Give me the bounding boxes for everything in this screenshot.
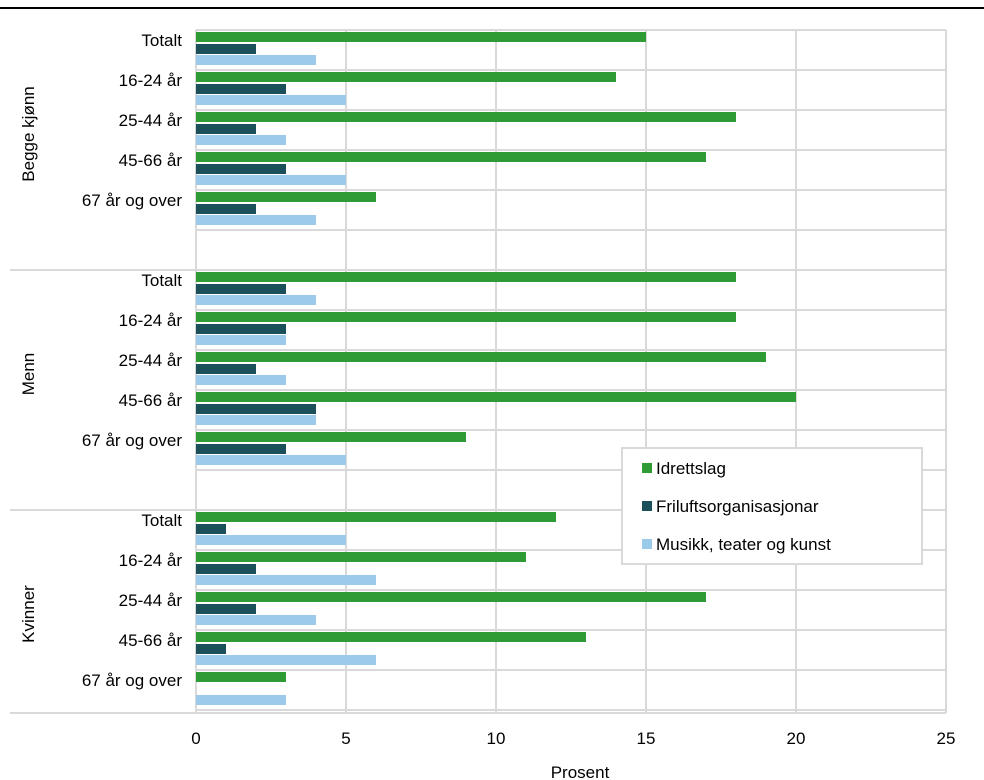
bar-musikk-teater-og-kunst (196, 135, 286, 145)
category-labels: Totalt 16-24 år 25-44 år 45-66 år 67 år og o… (82, 31, 183, 690)
group-label: Begge kjønn (19, 86, 38, 181)
category-label: 16-24 år (119, 71, 183, 90)
bar-musikk-teater-og-kunst (196, 415, 316, 425)
bar-idrettslag (196, 312, 736, 322)
legend-label: Friluftsorganisasjonar (656, 497, 819, 516)
x-tick-label: 0 (191, 729, 200, 748)
legend-swatch (642, 501, 652, 511)
legend: Idrettslag Friluftsorganisasjonar Musikk, … (621, 447, 923, 565)
category-label: 45-66 år (119, 391, 183, 410)
x-tick-label: 5 (341, 729, 350, 748)
bar-idrettslag (196, 72, 616, 82)
category-label: 45-66 år (119, 631, 183, 650)
bar-friluftsorganisasjonar (196, 404, 316, 414)
bar-friluftsorganisasjonar (196, 164, 286, 174)
bar-musikk-teater-og-kunst (196, 95, 346, 105)
bar-friluftsorganisasjonar (196, 204, 256, 214)
legend-label: Musikk, teater og kunst (656, 535, 831, 554)
bar-musikk-teater-og-kunst (196, 455, 346, 465)
category-label: 25-44 år (119, 351, 183, 370)
bar-idrettslag (196, 272, 736, 282)
bar-idrettslag (196, 552, 526, 562)
category-label: 45-66 år (119, 151, 183, 170)
bar-friluftsorganisasjonar (196, 564, 256, 574)
legend-label: Idrettslag (656, 459, 726, 478)
x-axis-label: Prosent (551, 763, 610, 780)
bar-musikk-teater-og-kunst (196, 55, 316, 65)
x-tick-labels: 0 5 10 15 20 25 (191, 729, 955, 748)
bar-friluftsorganisasjonar (196, 604, 256, 614)
bar-idrettslag (196, 352, 766, 362)
x-tick-label: 20 (787, 729, 806, 748)
bar-friluftsorganisasjonar (196, 284, 286, 294)
category-label: 25-44 år (119, 111, 183, 130)
category-label: Totalt (141, 31, 182, 50)
bar-friluftsorganisasjonar (196, 124, 256, 134)
category-label: 67 år og over (82, 431, 183, 450)
x-tick-label: 25 (937, 729, 956, 748)
bar-friluftsorganisasjonar (196, 644, 226, 654)
bar-musikk-teater-og-kunst (196, 535, 346, 545)
category-label: 67 år og over (82, 191, 183, 210)
bar-musikk-teater-og-kunst (196, 335, 286, 345)
bar-musikk-teater-og-kunst (196, 575, 376, 585)
bar-idrettslag (196, 392, 796, 402)
category-label: 25-44 år (119, 591, 183, 610)
x-tick-label: 10 (487, 729, 506, 748)
bar-friluftsorganisasjonar (196, 324, 286, 334)
legend-box (621, 447, 923, 565)
bar-idrettslag (196, 432, 466, 442)
bar-friluftsorganisasjonar (196, 84, 286, 94)
x-tick-label: 15 (637, 729, 656, 748)
bar-musikk-teater-og-kunst (196, 215, 316, 225)
category-label: 16-24 år (119, 551, 183, 570)
bar-idrettslag (196, 592, 706, 602)
group-label: Menn (19, 353, 38, 396)
bar-musikk-teater-og-kunst (196, 615, 316, 625)
bar-idrettslag (196, 32, 646, 42)
bar-musikk-teater-og-kunst (196, 295, 316, 305)
bar-friluftsorganisasjonar (196, 524, 226, 534)
bars (196, 32, 796, 705)
bar-friluftsorganisasjonar (196, 364, 256, 374)
bar-idrettslag (196, 632, 586, 642)
bar-idrettslag (196, 672, 286, 682)
category-label: 67 år og over (82, 671, 183, 690)
category-label: Totalt (141, 511, 182, 530)
group-label: Kvinner (19, 585, 38, 643)
group-labels: Begge kjønn Menn Kvinner (19, 86, 38, 643)
bar-friluftsorganisasjonar (196, 44, 256, 54)
bar-musikk-teater-og-kunst (196, 655, 376, 665)
category-label: Totalt (141, 271, 182, 290)
bar-friluftsorganisasjonar (196, 444, 286, 454)
bar-idrettslag (196, 152, 706, 162)
legend-swatch (642, 539, 652, 549)
gridlines (10, 29, 947, 714)
bar-idrettslag (196, 192, 376, 202)
legend-swatch (642, 463, 652, 473)
bar-musikk-teater-og-kunst (196, 175, 346, 185)
bar-idrettslag (196, 112, 736, 122)
bar-musikk-teater-og-kunst (196, 375, 286, 385)
category-label: 16-24 år (119, 311, 183, 330)
bar-idrettslag (196, 512, 556, 522)
bar-musikk-teater-og-kunst (196, 695, 286, 705)
